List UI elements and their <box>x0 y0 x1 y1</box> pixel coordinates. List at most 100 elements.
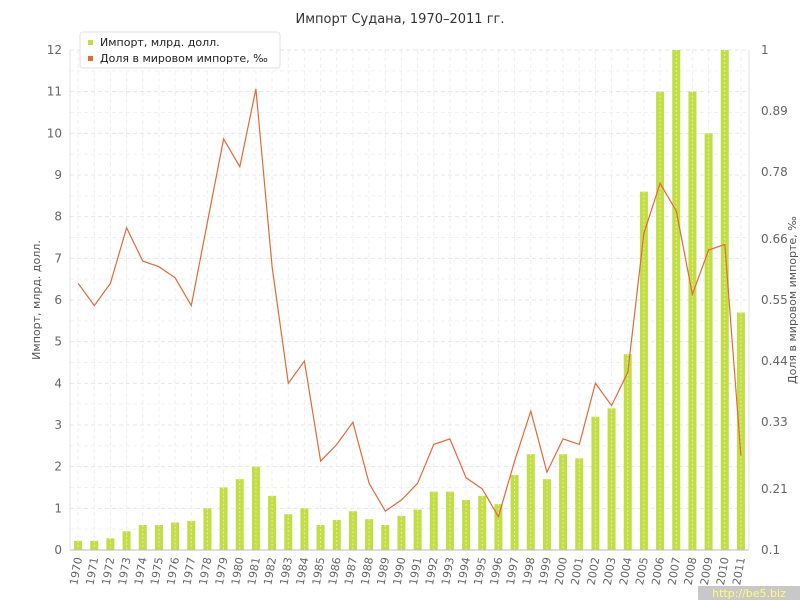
x-tick-label: 2008 <box>682 556 700 586</box>
y2-tick-label: 1 <box>761 43 769 57</box>
x-tick-label: 1991 <box>407 556 425 586</box>
x-tick-label: 1993 <box>439 556 457 586</box>
x-tick-label: 2004 <box>617 556 635 586</box>
x-tick-label: 1970 <box>67 556 85 586</box>
y-tick-label: 7 <box>54 251 62 265</box>
x-tick-label: 1992 <box>423 556 441 586</box>
x-tick-label: 1976 <box>164 556 182 586</box>
bar <box>542 479 551 550</box>
bar <box>639 191 648 550</box>
bar <box>526 454 535 550</box>
y-tick-label: 4 <box>54 376 62 390</box>
x-tick-label: 1998 <box>520 556 538 586</box>
y-tick-label: 3 <box>54 418 62 432</box>
x-tick-label: 1990 <box>391 556 409 586</box>
x-tick-label: 1974 <box>132 556 150 586</box>
x-tick-label: 1999 <box>536 556 554 586</box>
bar <box>235 479 244 550</box>
y2-tick-label: 0.66 <box>761 232 788 246</box>
y-tick-label: 1 <box>54 501 62 515</box>
y2-tick-label: 0.44 <box>761 354 788 368</box>
bar <box>736 312 745 550</box>
bar <box>591 416 600 550</box>
right-axis-ticks: 0.1 0.21 0.33 0.44 0.55 0.66 0.78 0.89 1 <box>761 43 788 557</box>
watermark-background <box>698 586 800 600</box>
x-tick-label: 1989 <box>375 556 393 586</box>
bar <box>187 520 196 550</box>
y-tick-label: 10 <box>47 126 62 140</box>
x-tick-label: 1994 <box>455 556 473 586</box>
legend-swatch-import <box>88 40 93 45</box>
y-tick-label: 11 <box>47 85 62 99</box>
axes <box>69 50 750 551</box>
y-tick-label: 8 <box>54 210 62 224</box>
y2-tick-label: 0.89 <box>761 104 788 118</box>
x-tick-label: 2003 <box>601 556 619 586</box>
bar <box>332 520 341 550</box>
x-tick-label: 1995 <box>472 556 490 586</box>
x-tick-label: 2002 <box>585 556 603 586</box>
y-tick-label: 0 <box>54 543 62 557</box>
legend: Импорт, млрд. долл. Доля в мировом импор… <box>79 31 281 69</box>
x-tick-label: 1981 <box>245 556 263 586</box>
x-tick-label: 1977 <box>181 556 199 586</box>
x-tick-label: 2007 <box>666 556 684 586</box>
x-tick-label: 1985 <box>310 556 328 586</box>
y2-tick-label: 0.78 <box>761 165 788 179</box>
bar <box>365 519 374 550</box>
watermark-text: http://be5.biz <box>712 587 786 600</box>
x-tick-label: 1978 <box>197 556 215 586</box>
y-tick-label: 5 <box>54 335 62 349</box>
x-tick-label: 1980 <box>229 556 247 586</box>
x-tick-label: 1973 <box>116 556 134 586</box>
bar <box>348 511 357 550</box>
x-tick-label: 1987 <box>342 556 360 586</box>
share-line <box>77 88 742 519</box>
x-tick-label: 2000 <box>552 556 570 586</box>
y-tick-label: 12 <box>47 43 62 57</box>
bar <box>219 487 228 550</box>
x-tick-label: 2010 <box>714 556 732 586</box>
chart-title: Импорт Судана, 1970–2011 гг. <box>296 12 505 27</box>
watermark: http://be5.biz <box>698 586 800 600</box>
bar <box>494 504 503 550</box>
y-axis-title: Импорт, млрд. долл. <box>30 240 43 360</box>
x-tick-label: 1988 <box>358 556 376 586</box>
line-series <box>77 88 742 519</box>
y2-tick-label: 0.55 <box>761 293 788 307</box>
legend-swatch-share <box>88 56 93 61</box>
x-tick-label: 1982 <box>261 556 279 586</box>
x-tick-label: 2006 <box>649 556 667 586</box>
x-tick-label: 1986 <box>326 556 344 586</box>
y-tick-label: 6 <box>54 293 62 307</box>
y2-tick-label: 0.21 <box>761 482 788 496</box>
legend-box <box>79 31 281 69</box>
y-tick-label: 2 <box>54 460 62 474</box>
x-tick-label: 1979 <box>213 556 231 586</box>
x-axis-ticks: 1970197119721973197419751976197719781979… <box>67 556 747 586</box>
x-tick-label: 2009 <box>698 556 716 586</box>
bar-series <box>74 50 745 551</box>
x-tick-label: 1996 <box>488 556 506 586</box>
x-tick-label: 1971 <box>84 556 102 586</box>
legend-label-share: Доля в мировом импорте, ‰ <box>100 52 268 65</box>
y-tick-label: 9 <box>54 168 62 182</box>
x-tick-label: 2001 <box>569 556 587 586</box>
y2-tick-label: 0.33 <box>761 415 788 429</box>
y2-tick-label: 0.1 <box>761 543 780 557</box>
y2-axis-title: Доля в мировом импорте, ‰ <box>786 216 799 384</box>
x-tick-label: 1972 <box>100 556 118 586</box>
x-tick-label: 1984 <box>294 556 312 586</box>
x-tick-label: 1997 <box>504 556 522 586</box>
x-tick-label: 1975 <box>148 556 166 586</box>
bar <box>478 495 487 550</box>
bar <box>559 454 568 550</box>
bar <box>268 495 277 550</box>
x-tick-label: 2011 <box>730 556 748 586</box>
x-tick-label: 2005 <box>633 556 651 586</box>
legend-label-import: Импорт, млрд. долл. <box>100 36 220 49</box>
bar <box>607 408 616 550</box>
x-tick-label: 1983 <box>278 556 296 586</box>
